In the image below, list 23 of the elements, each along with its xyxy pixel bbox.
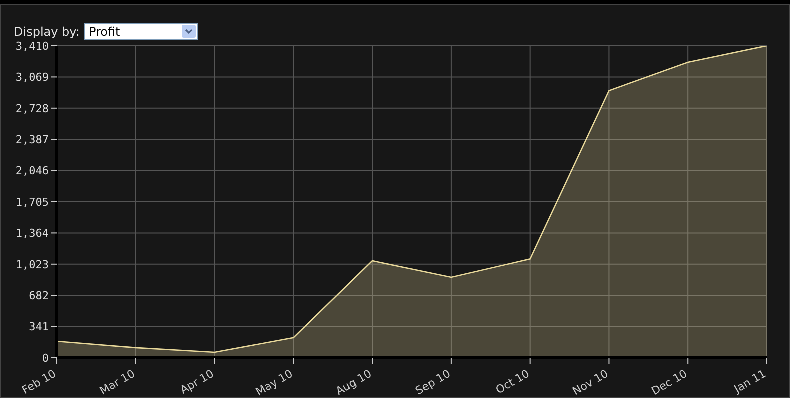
y-tick-label: 682 (29, 290, 49, 303)
x-tick-label: Nov 10 (570, 367, 611, 398)
x-tick-label: Oct 10 (494, 367, 532, 397)
y-tick-label: 341 (29, 320, 49, 334)
y-tick-label: 3,069 (16, 71, 49, 84)
x-tick-label: Feb 10 (20, 367, 58, 398)
y-tick-label: 2,046 (16, 164, 49, 178)
x-tick-label: Aug 10 (334, 367, 374, 398)
y-tick-label: 3,410 (16, 40, 49, 53)
x-tick-label: Mar 10 (98, 367, 138, 398)
x-tick-label: May 10 (254, 367, 296, 398)
x-tick-label: Apr 10 (178, 367, 216, 397)
y-tick-label: 0 (42, 352, 49, 365)
x-tick-label: Sep 10 (413, 367, 453, 398)
y-tick-label: 1,364 (16, 227, 50, 240)
x-tick-label: Jan 11 (731, 367, 768, 396)
y-tick-label: 2,387 (16, 134, 49, 147)
y-tick-label: 1,705 (16, 196, 49, 209)
y-tick-label: 2,728 (16, 102, 49, 116)
y-tick-label: 1,023 (16, 258, 49, 272)
x-tick-label: Dec 10 (650, 367, 690, 398)
text: Display by: (14, 24, 80, 38)
text: Profit (88, 24, 120, 38)
